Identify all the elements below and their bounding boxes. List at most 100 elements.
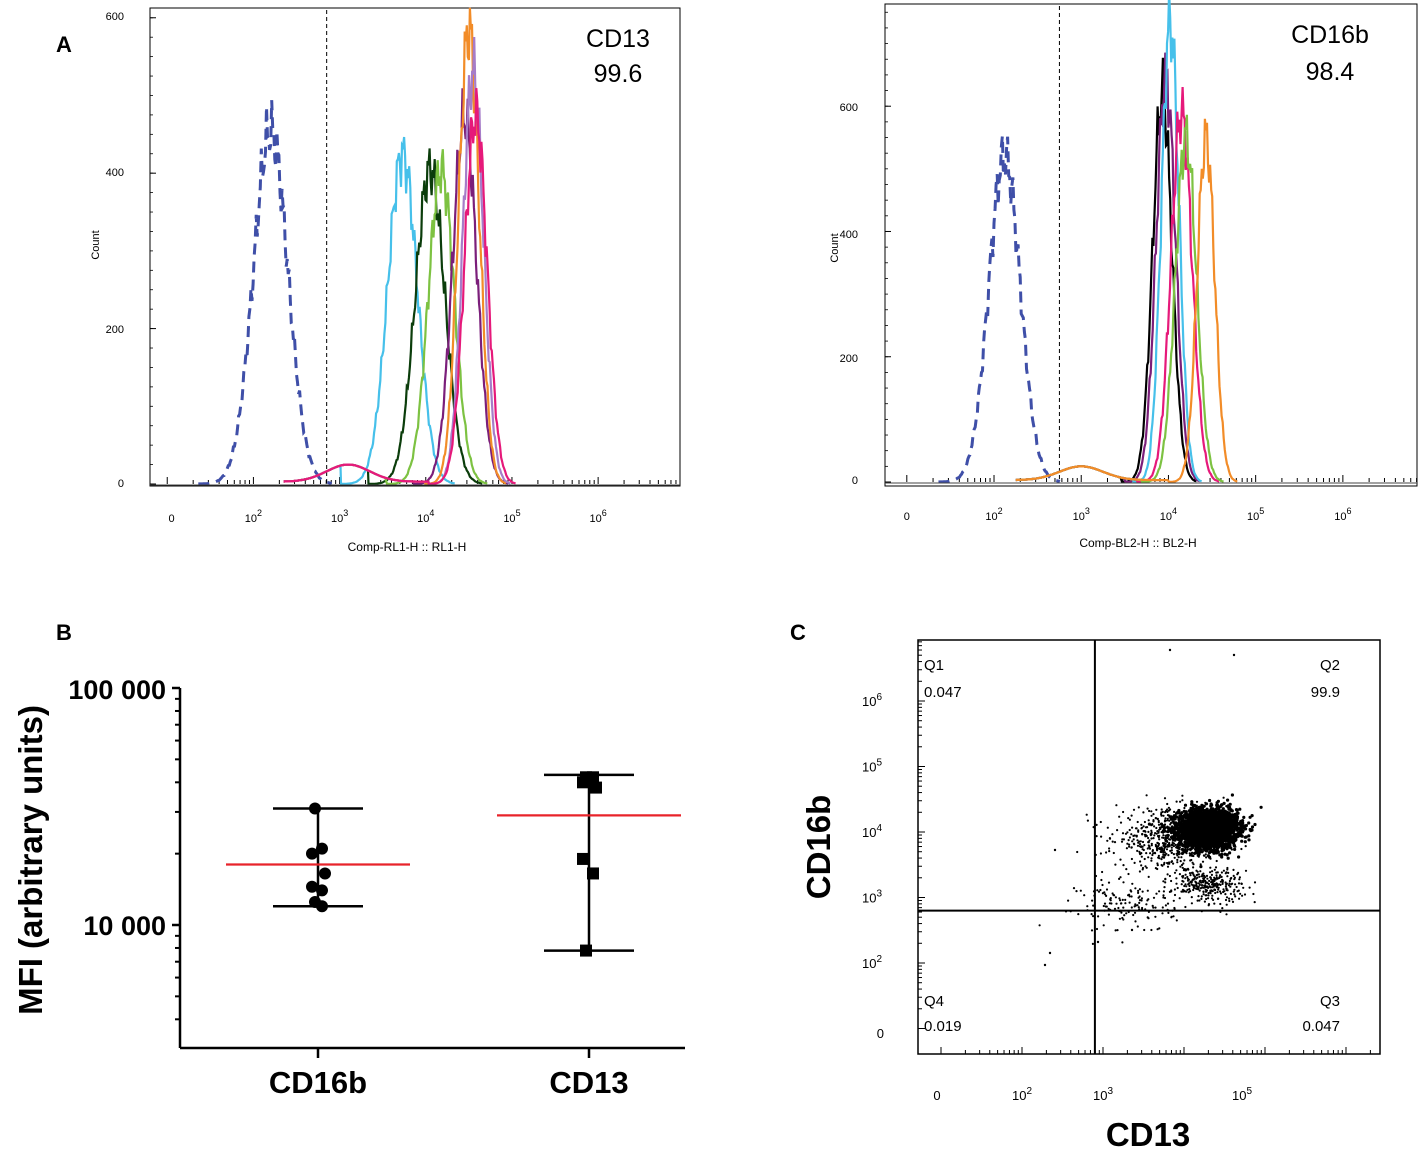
event-dot: [1189, 818, 1193, 822]
event-dot: [1188, 815, 1192, 819]
event-dot: [1168, 648, 1172, 652]
event-dot: [1203, 828, 1206, 831]
event-dot: [1171, 837, 1174, 840]
event-dot: [1218, 883, 1221, 886]
event-dot: [1228, 851, 1232, 855]
event-dot: [1174, 818, 1177, 821]
event-dot: [1207, 904, 1210, 907]
event-dot: [1179, 860, 1182, 863]
event-dot: [1116, 929, 1119, 932]
event-dot: [1190, 871, 1194, 875]
event-dot: [1156, 845, 1160, 848]
event-dot: [1133, 905, 1136, 908]
event-dot: [1173, 888, 1176, 891]
event-dot: [1213, 888, 1217, 892]
event-dot: [1219, 829, 1222, 832]
event-dot: [1118, 815, 1121, 818]
event-dot: [1207, 851, 1211, 855]
event-dot: [1227, 824, 1231, 828]
event-dot: [1207, 882, 1210, 886]
event-dot: [1136, 820, 1139, 824]
y-tick-label: 106: [862, 692, 882, 709]
event-dot: [1189, 881, 1192, 884]
event-dot: [1200, 897, 1203, 901]
event-dot: [1234, 895, 1237, 898]
x-tick-label: 103: [1093, 1086, 1113, 1103]
event-dot: [1214, 866, 1218, 869]
event-dot: [1157, 836, 1160, 839]
event-dot: [1186, 867, 1190, 871]
event-dot: [1200, 895, 1203, 898]
event-dot: [1167, 834, 1170, 837]
event-dot: [1173, 871, 1177, 874]
event-dot: [1090, 929, 1094, 932]
y-tick-label: 104: [862, 823, 882, 840]
event-dot: [1132, 834, 1135, 838]
event-dot: [1150, 831, 1153, 834]
event-dot: [1150, 833, 1153, 836]
event-dot: [1209, 822, 1212, 825]
event-dot: [1121, 838, 1124, 841]
event-dot: [1148, 846, 1151, 849]
event-dot: [1196, 821, 1199, 824]
event-dot: [1237, 822, 1241, 826]
quadrant-name: Q4: [924, 993, 944, 1010]
event-dot: [1132, 838, 1135, 841]
series-line-sample-5: [1015, 114, 1224, 483]
event-dot: [1092, 904, 1095, 907]
event-dot: [1192, 866, 1195, 869]
event-dot: [1162, 824, 1165, 827]
event-dot: [1164, 836, 1167, 839]
event-dot: [1188, 840, 1191, 843]
event-dot: [1134, 903, 1137, 906]
event-dot: [1217, 838, 1220, 841]
event-dot: [1128, 893, 1131, 896]
event-dot: [1137, 896, 1140, 899]
event-dot: [1215, 882, 1218, 885]
event-dot: [1155, 832, 1158, 835]
event-dot: [1193, 831, 1196, 834]
event-dot: [1192, 837, 1195, 840]
event-dot: [1162, 849, 1165, 852]
event-dot: [1209, 871, 1212, 874]
event-dot: [1108, 902, 1111, 905]
event-dot: [1137, 889, 1140, 893]
event-dot: [1158, 927, 1161, 930]
event-dot: [1214, 851, 1218, 855]
event-dot: [1223, 844, 1227, 848]
event-dot: [1191, 861, 1194, 864]
event-dot: [1172, 899, 1175, 902]
event-dot: [1140, 855, 1143, 858]
event-dot: [1152, 837, 1155, 840]
event-dot: [1240, 882, 1243, 886]
event-dot: [1190, 829, 1193, 832]
event-dot: [1209, 802, 1213, 806]
event-dot: [1105, 888, 1109, 891]
event-dot: [1155, 826, 1158, 830]
event-dot: [1175, 919, 1178, 922]
event-dot: [1196, 810, 1199, 814]
event-dot: [1181, 876, 1184, 879]
event-dot: [1175, 852, 1178, 855]
event-dot: [1106, 839, 1109, 842]
event-dot: [1157, 854, 1160, 858]
event-dot: [1123, 914, 1126, 917]
event-dot: [1199, 865, 1203, 869]
event-dot: [1219, 824, 1222, 827]
event-dot: [1222, 869, 1225, 872]
event-dot: [1177, 834, 1180, 837]
event-dot: [1111, 892, 1114, 895]
event-dot: [1107, 913, 1110, 916]
event-dot: [1105, 894, 1108, 898]
y-tick-label: 400: [840, 229, 858, 241]
event-dot: [1150, 859, 1153, 862]
event-dot: [1204, 824, 1207, 827]
event-dot: [1188, 888, 1191, 891]
event-dot: [1221, 807, 1225, 811]
event-dot: [1196, 832, 1200, 835]
event-dot: [1225, 854, 1228, 857]
event-dot: [1213, 868, 1216, 871]
event-dot: [1208, 798, 1212, 803]
x-tick-label: 102: [1012, 1086, 1032, 1103]
event-dot: [1231, 900, 1235, 904]
